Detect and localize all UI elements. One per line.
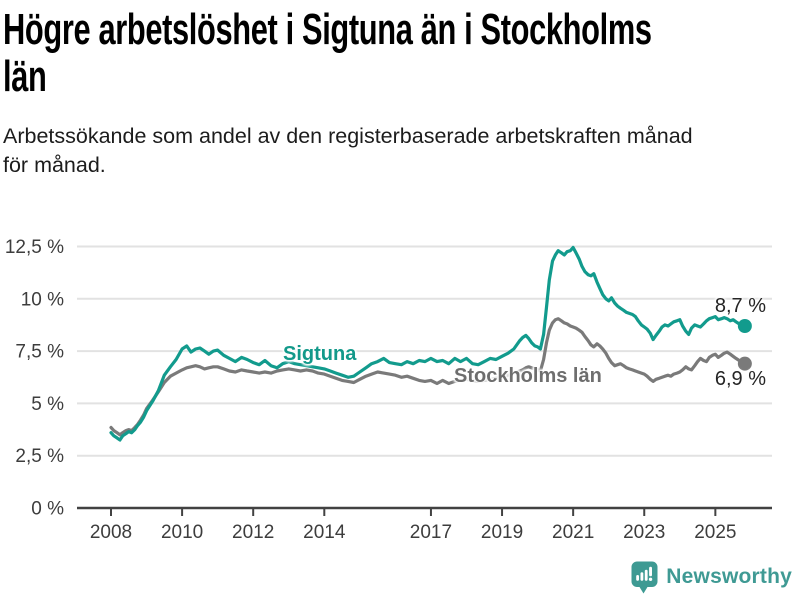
sigtuna-end-dot [737, 318, 752, 333]
x-tick-label: 2010 [161, 522, 203, 543]
page-title-line2: län [3, 52, 47, 101]
stockholm-end-value-label: 6,9 % [714, 368, 766, 390]
newsworthy-logo[interactable]: Newsworthy [630, 560, 792, 594]
gridlines [77, 245, 772, 457]
stockholm-series-label: Stockholms län [454, 365, 602, 387]
chart-subtitle-line1: Arbetssökande som andel av den registerb… [3, 124, 693, 148]
y-tick-label: 5 % [31, 394, 64, 415]
y-tick-label: 12,5 % [5, 237, 64, 258]
page-title: Högre arbetslöshet i Sigtuna än i Stockh… [3, 6, 800, 100]
stockholm-end-dot [737, 356, 752, 371]
chart-subtitle-line2: för månad. [3, 153, 106, 177]
y-axis-labels: 0 % 2,5 % 5 % 7,5 % 10 % 12,5 % [5, 237, 64, 520]
y-tick-label: 0 % [31, 499, 64, 520]
chart-subtitle: Arbetssökande som andel av den registerb… [3, 122, 693, 180]
y-tick-label: 7,5 % [15, 342, 64, 363]
x-tick-label: 2021 [552, 522, 594, 543]
y-tick-label: 10 % [21, 289, 64, 310]
x-tick-label: 2012 [232, 522, 274, 543]
x-tick-label: 2025 [694, 522, 736, 543]
newsworthy-wordmark: Newsworthy [666, 565, 792, 588]
x-tick-label: 2014 [303, 522, 346, 543]
x-axis [77, 506, 772, 516]
bar-chart-speech-bubble-icon [631, 561, 658, 594]
sigtuna-series-label: Sigtuna [283, 343, 357, 365]
page-title-line1: Högre arbetslöshet i Sigtuna än i Stockh… [3, 5, 652, 54]
x-tick-label: 2023 [623, 522, 665, 543]
x-tick-label: 2008 [90, 522, 132, 543]
sigtuna-line [109, 245, 747, 442]
sigtuna-end-value-label: 8,7 % [714, 295, 766, 317]
x-axis-labels: 2008 2010 2012 2014 2017 2019 2021 2023 2025 [90, 522, 737, 543]
x-tick-label: 2019 [481, 522, 523, 543]
y-tick-label: 2,5 % [15, 446, 64, 467]
stockholm-line [109, 317, 747, 437]
x-tick-label: 2017 [410, 522, 452, 543]
